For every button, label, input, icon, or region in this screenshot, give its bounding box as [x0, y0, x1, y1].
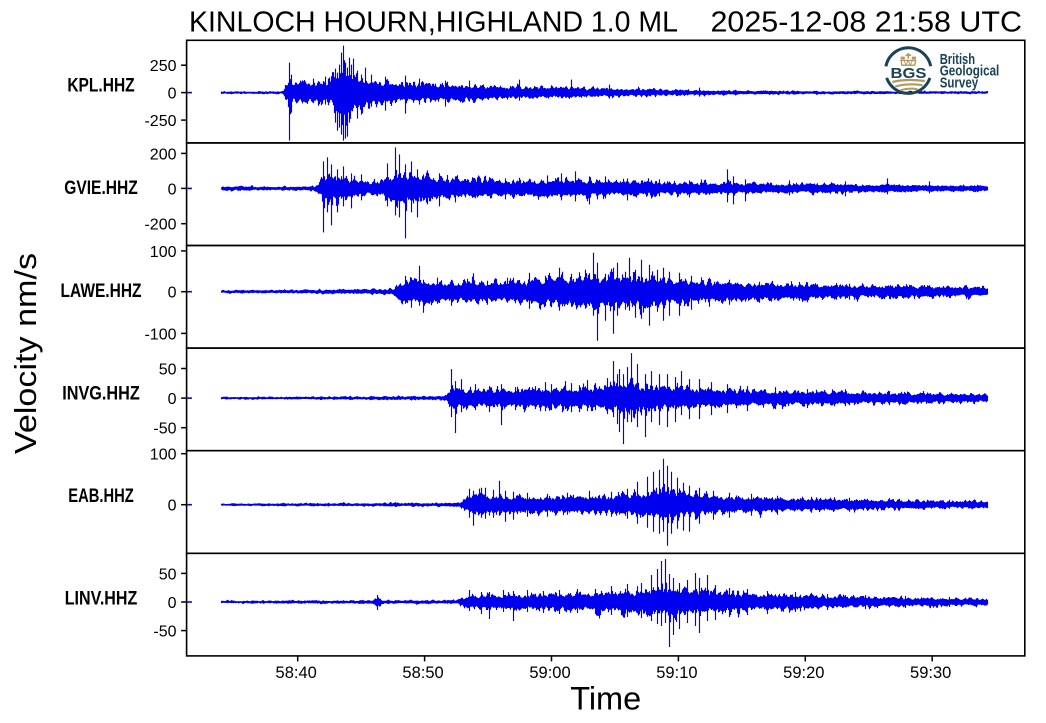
svg-text:LINV.HHZ: LINV.HHZ	[65, 589, 138, 610]
svg-text:0: 0	[168, 391, 177, 408]
svg-text:KPL.HHZ: KPL.HHZ	[67, 76, 135, 97]
svg-text:-100: -100	[144, 326, 176, 343]
svg-text:0: 0	[168, 498, 177, 515]
svg-text:KINLOCH HOURN,HIGHLAND 1.0 ML: KINLOCH HOURN,HIGHLAND 1.0 ML	[189, 6, 678, 38]
svg-text:British: British	[940, 52, 975, 68]
svg-text:58:40: 58:40	[276, 664, 317, 682]
svg-text:200: 200	[150, 146, 177, 163]
svg-text:Survey: Survey	[940, 76, 979, 92]
svg-text:Geological: Geological	[940, 64, 1000, 80]
svg-text:50: 50	[159, 361, 177, 378]
svg-text:0: 0	[168, 285, 177, 302]
svg-text:-50: -50	[153, 421, 176, 438]
svg-text:59:00: 59:00	[529, 664, 570, 682]
svg-text:GVIE.HHZ: GVIE.HHZ	[64, 178, 138, 199]
svg-text:100: 100	[150, 244, 177, 261]
svg-text:Time: Time	[570, 680, 641, 716]
svg-text:BGS: BGS	[891, 66, 927, 82]
svg-text:0: 0	[168, 595, 177, 612]
svg-text:59:10: 59:10	[656, 664, 697, 682]
svg-text:59:20: 59:20	[783, 664, 824, 682]
svg-text:0: 0	[168, 86, 177, 103]
svg-text:LAWE.HHZ: LAWE.HHZ	[61, 281, 142, 302]
svg-text:100: 100	[150, 447, 177, 464]
svg-text:50: 50	[159, 566, 177, 583]
svg-text:59:30: 59:30	[910, 664, 951, 682]
svg-text:EAB.HHZ: EAB.HHZ	[68, 486, 134, 507]
svg-text:-250: -250	[144, 113, 176, 130]
svg-text:0: 0	[168, 181, 177, 198]
svg-text:250: 250	[150, 58, 177, 75]
svg-text:58:50: 58:50	[402, 664, 443, 682]
svg-text:INVG.HHZ: INVG.HHZ	[62, 383, 140, 404]
svg-text:-50: -50	[153, 624, 176, 641]
svg-text:Velocity nm/s: Velocity nm/s	[8, 253, 43, 454]
svg-text:2025-12-08 21:58 UTC: 2025-12-08 21:58 UTC	[711, 6, 1023, 38]
svg-text:-200: -200	[144, 217, 176, 234]
